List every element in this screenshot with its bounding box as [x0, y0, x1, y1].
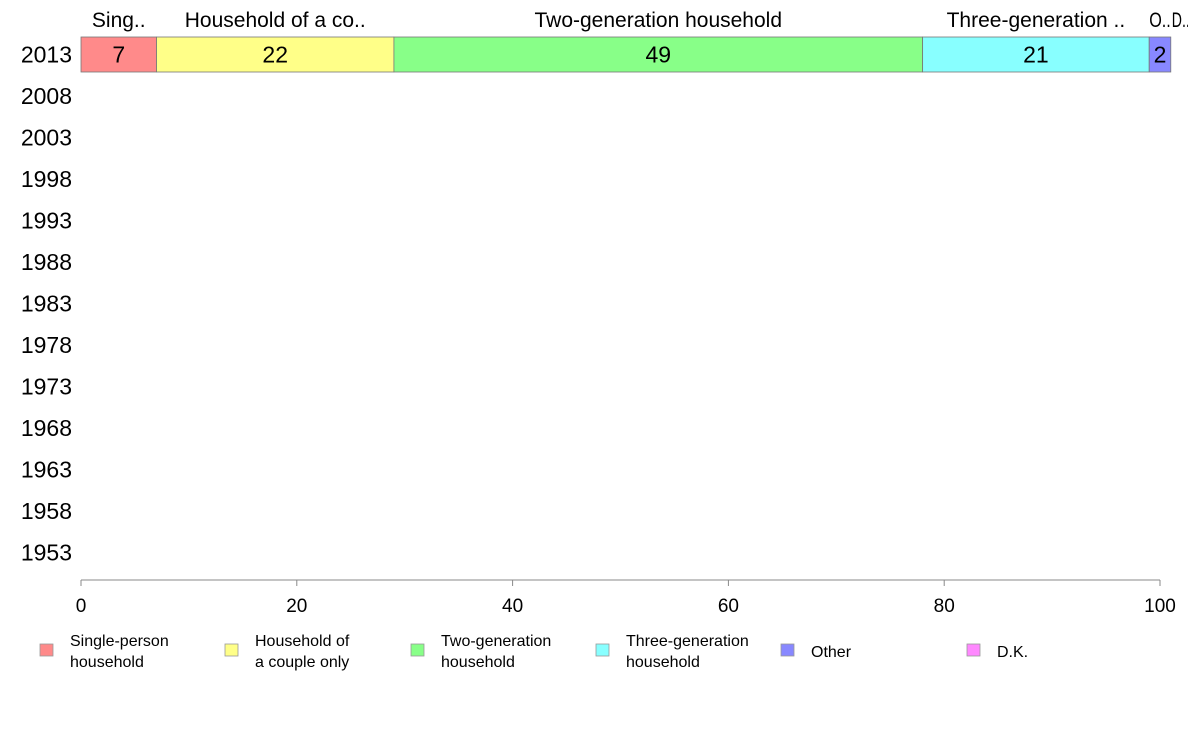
- year-label: 1988: [21, 249, 72, 275]
- legend-swatch: [966, 643, 981, 657]
- bar-segment: [393, 36, 924, 73]
- legend-label: household: [70, 654, 144, 671]
- legend-item: Three-generation household: [595, 633, 749, 671]
- legend-label: Three-generation: [626, 633, 749, 650]
- segment-value-label: 21: [1023, 42, 1049, 68]
- legend-swatch: [39, 643, 54, 657]
- segment-header-labels: Sing.. Household of a co.. Two-generation …: [92, 9, 1188, 32]
- legend-label: Single-person: [70, 633, 169, 650]
- segment-value-label: 49: [645, 42, 671, 68]
- bar-segment: [80, 36, 157, 73]
- legend-item: D.K.: [966, 643, 1028, 661]
- year-label: 1953: [21, 540, 72, 566]
- segment-value-label: 7: [112, 42, 125, 68]
- segment-header-label: O..: [1149, 9, 1171, 32]
- legend-item: Other: [780, 643, 852, 661]
- legend-swatch: [224, 643, 239, 657]
- legend-swatch: [780, 643, 795, 657]
- legend-label: D.K.: [997, 644, 1028, 661]
- x-tick-label: 20: [286, 596, 307, 617]
- year-label: 1968: [21, 415, 72, 441]
- x-tick-label: 80: [934, 596, 955, 617]
- x-tick-label: 60: [718, 596, 739, 617]
- year-label: 2008: [21, 83, 72, 109]
- year-label: 1998: [21, 166, 72, 192]
- legend-label: Other: [811, 644, 852, 661]
- legend-swatch: [595, 643, 610, 657]
- year-label: 2013: [21, 42, 72, 68]
- segment-header-label: Household of a co..: [185, 9, 366, 32]
- bar-segment: [1148, 36, 1172, 73]
- legend-item: Single-person household: [39, 633, 169, 671]
- bar-segment: [156, 36, 395, 73]
- x-axis: 0 20 40 60 80 100: [76, 579, 1176, 617]
- year-label: 1973: [21, 374, 72, 400]
- segment-value-label: 2: [1154, 42, 1167, 68]
- segment-header-label: Two-generation household: [535, 9, 783, 32]
- bar-segment: [922, 36, 1150, 73]
- x-tick-label: 40: [502, 596, 523, 617]
- segment-header-label: D..: [1172, 9, 1188, 32]
- year-label: 1958: [21, 498, 72, 524]
- year-label: 2003: [21, 125, 72, 151]
- segment-header-label: Sing..: [92, 9, 146, 32]
- year-label: 1978: [21, 332, 72, 358]
- year-label: 1983: [21, 291, 72, 317]
- x-tick-label: 100: [1144, 596, 1176, 617]
- x-tick-label: 0: [76, 596, 87, 617]
- bar-segments: [80, 36, 1172, 73]
- legend-label: household: [441, 654, 515, 671]
- segment-value-label: 22: [262, 42, 288, 68]
- year-label: 1963: [21, 457, 72, 483]
- segment-value-labels: 7 22 49 21 2: [112, 42, 1166, 68]
- legend-label: a couple only: [255, 654, 349, 671]
- legend-label: household: [626, 654, 700, 671]
- legend-label: Two-generation: [441, 633, 551, 650]
- segment-header-label: Three-generation ..: [947, 9, 1126, 32]
- legend: Single-person household Household of a coup…: [39, 633, 1028, 671]
- legend-item: Two-generation household: [410, 633, 551, 671]
- year-axis-labels: 2013 2008 2003 1998 1993 1988 1983 1978 1973 1968…: [21, 42, 72, 566]
- legend-swatch: [410, 643, 425, 657]
- year-label: 1993: [21, 208, 72, 234]
- legend-item: Household of a couple only: [224, 633, 350, 671]
- legend-label: Household of: [255, 633, 350, 650]
